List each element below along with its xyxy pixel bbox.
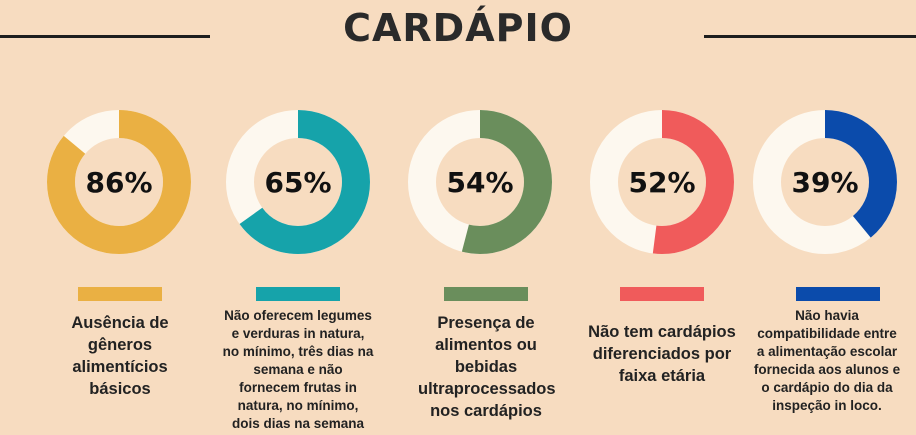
legend-bar-3 bbox=[444, 287, 528, 301]
item-label-1: Ausência de gêneros alimentícios básicos bbox=[71, 314, 169, 398]
donut-value-2: 65% bbox=[264, 166, 331, 199]
legend-bar-4 bbox=[620, 287, 704, 301]
item-label-5: Não havia compatibilidade entre a alimen… bbox=[753, 308, 901, 413]
donut-arc-3 bbox=[408, 110, 552, 254]
donut-value-1: 86% bbox=[85, 166, 152, 199]
item-label-3: Presença de alimentos ou bebidas ultrapr… bbox=[418, 314, 556, 420]
donut-arc-2 bbox=[226, 110, 370, 254]
legend-bar-5 bbox=[796, 287, 880, 301]
legend-bar-1 bbox=[78, 287, 162, 301]
donut-arc-5 bbox=[753, 110, 897, 254]
item-label-4: Não tem cardápios diferenciados por faix… bbox=[588, 323, 736, 385]
donut-arc-1 bbox=[47, 110, 191, 254]
donut-value-4: 52% bbox=[628, 166, 695, 199]
title-rule-left bbox=[0, 35, 210, 38]
donut-value-3: 54% bbox=[446, 166, 513, 199]
legend-bar-2 bbox=[256, 287, 340, 301]
item-label-2: Não oferecem legumes e verduras in natur… bbox=[222, 308, 374, 431]
title-rule-right bbox=[704, 35, 916, 38]
page-title: CARDÁPIO bbox=[343, 6, 573, 50]
donut-arc-4 bbox=[590, 110, 734, 254]
donut-value-5: 39% bbox=[791, 166, 858, 199]
